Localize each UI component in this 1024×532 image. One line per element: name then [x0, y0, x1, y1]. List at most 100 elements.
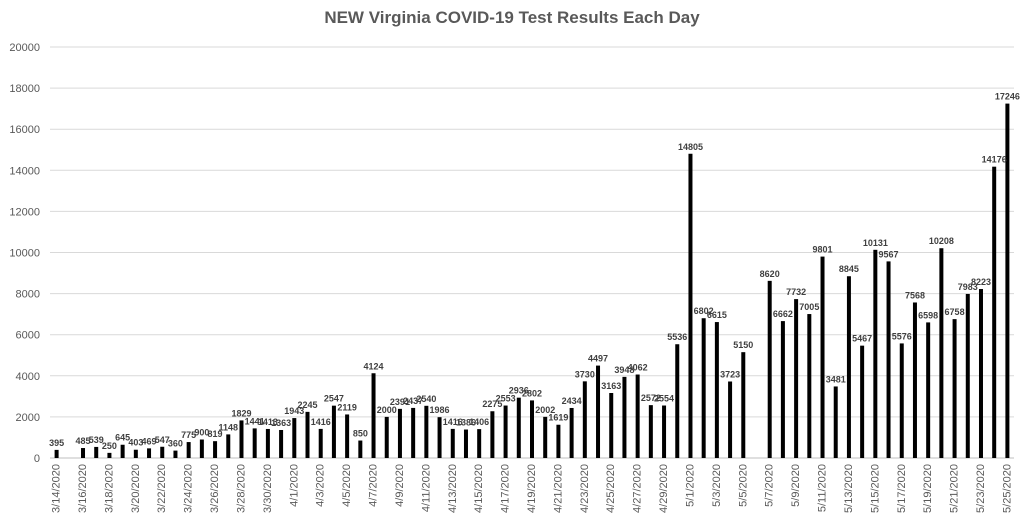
x-tick-label: 5/15/2020	[869, 464, 881, 513]
chart-title: NEW Virginia COVID-19 Test Results Each …	[324, 8, 700, 27]
x-tick-label: 3/18/2020	[103, 464, 115, 513]
bar-data-label: 7005	[799, 302, 819, 312]
bar	[490, 411, 495, 458]
bar-data-label: 3948	[614, 365, 634, 375]
bar	[503, 405, 508, 458]
x-tick-label: 5/21/2020	[949, 464, 961, 513]
bar	[94, 446, 99, 458]
bar-data-label: 360	[168, 439, 183, 449]
bar-data-label: 5576	[892, 331, 912, 341]
bar	[477, 429, 482, 458]
bar	[622, 376, 627, 458]
bar	[609, 393, 614, 458]
bar-data-label: 2936	[509, 386, 529, 396]
bar-data-label: 6758	[945, 307, 965, 317]
bar-data-label: 395	[49, 438, 64, 448]
bar	[292, 418, 297, 458]
bar	[582, 381, 587, 458]
x-tick-label: 5/11/2020	[817, 464, 829, 512]
bar-data-label: 2553	[496, 394, 516, 404]
bar-data-label: 1441	[245, 416, 265, 426]
bar	[965, 293, 970, 458]
x-tick-label: 4/27/2020	[632, 464, 644, 513]
bar-data-label: 1406	[469, 417, 489, 427]
bar-data-label: 14176	[982, 155, 1007, 165]
bar-data-label: 4124	[364, 361, 384, 371]
bar	[543, 416, 548, 458]
bar	[728, 381, 733, 458]
bar	[265, 428, 270, 458]
bar-data-label: 1416	[443, 417, 463, 427]
x-tick-label: 5/23/2020	[975, 464, 987, 513]
y-tick-label: 8000	[16, 289, 40, 301]
x-tick-label: 5/7/2020	[764, 464, 776, 507]
x-tick-label: 4/19/2020	[526, 464, 538, 513]
bar	[437, 417, 442, 458]
bar	[701, 318, 706, 458]
bar	[912, 302, 917, 458]
bar	[133, 449, 138, 458]
bar	[820, 256, 825, 458]
bar	[239, 420, 244, 458]
bar-data-label: 8845	[839, 264, 859, 274]
bar	[569, 407, 574, 458]
bar	[596, 365, 601, 458]
bar-data-label: 10131	[863, 238, 888, 248]
y-tick-label: 14000	[9, 165, 40, 177]
x-tick-label: 4/13/2020	[447, 464, 459, 513]
x-tick-label: 3/14/2020	[51, 464, 63, 513]
bar	[648, 405, 653, 458]
bar	[741, 352, 746, 458]
x-tick-label: 4/5/2020	[341, 464, 353, 507]
bar	[939, 248, 944, 458]
x-tick-label: 4/9/2020	[394, 464, 406, 507]
x-tick-label: 3/16/2020	[77, 464, 89, 513]
bar-data-label: 2391	[390, 397, 410, 407]
bar-data-label: 6615	[707, 310, 727, 320]
x-tick-label: 5/9/2020	[790, 464, 802, 507]
bar-data-label: 3163	[601, 381, 621, 391]
bar	[397, 408, 402, 458]
bar-data-label: 5467	[852, 334, 872, 344]
bar	[160, 446, 165, 458]
bar-data-label: 645	[115, 433, 130, 443]
bar-data-label: 8620	[760, 269, 780, 279]
bar	[279, 429, 284, 458]
bar-data-label: 1619	[548, 413, 568, 423]
bar	[173, 450, 178, 458]
bar-data-label: 1829	[231, 408, 251, 418]
bar	[358, 440, 363, 458]
bar	[635, 374, 640, 458]
bar	[899, 343, 904, 458]
bar-data-label: 547	[155, 435, 170, 445]
bar	[860, 345, 865, 458]
bar-data-label: 539	[89, 435, 104, 445]
y-tick-label: 18000	[9, 83, 40, 95]
x-tick-label: 5/3/2020	[711, 464, 723, 507]
x-tick-label: 5/19/2020	[922, 464, 934, 513]
bar	[199, 439, 204, 458]
bar-data-label: 819	[208, 429, 223, 439]
bar	[886, 261, 891, 458]
bar	[675, 344, 680, 458]
bar	[107, 452, 112, 458]
bar	[371, 373, 376, 458]
y-tick-label: 6000	[16, 330, 40, 342]
bar	[424, 405, 429, 458]
bar-data-label: 14805	[678, 142, 703, 152]
x-tick-label: 3/28/2020	[235, 464, 247, 513]
bar	[147, 448, 152, 458]
bar	[794, 299, 799, 458]
y-tick-label: 12000	[9, 206, 40, 218]
bar-data-label: 2434	[562, 396, 582, 406]
bar-data-label: 2275	[482, 399, 502, 409]
bar-data-label: 7568	[905, 290, 925, 300]
y-tick-label: 0	[34, 453, 40, 465]
x-tick-label: 4/17/2020	[500, 464, 512, 513]
bar-data-label: 1943	[284, 406, 304, 416]
bar-data-label: 1416	[311, 417, 331, 427]
bar	[463, 429, 468, 458]
bar-data-label: 250	[102, 441, 117, 451]
x-tick-label: 5/17/2020	[896, 464, 908, 513]
